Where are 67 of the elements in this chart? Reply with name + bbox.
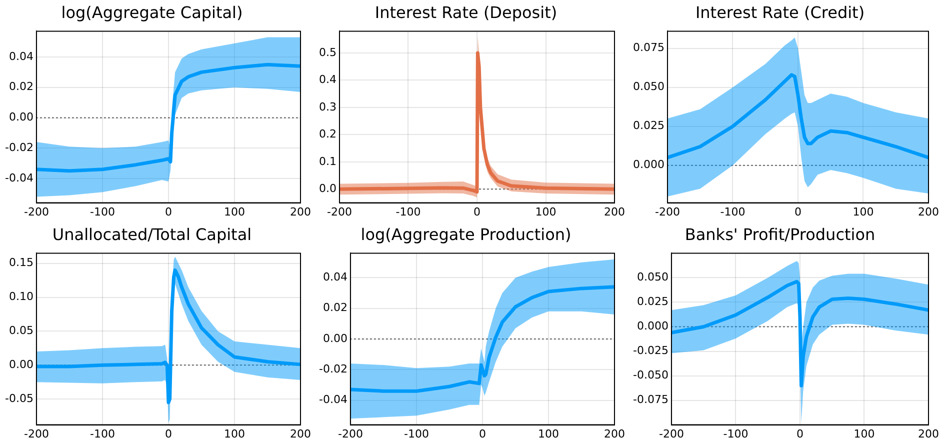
x-tick-label: 0 <box>164 427 172 440</box>
x-tick-label: 100 <box>535 205 556 218</box>
y-tick-label: 0.000 <box>632 158 664 172</box>
y-tick-label: 0.10 <box>8 290 34 304</box>
x-tick-label: 100 <box>224 427 245 440</box>
y-tick-label: 0.15 <box>8 256 34 270</box>
chart-title: log(Aggregate Production) <box>360 224 572 244</box>
x-tick-label: 100 <box>852 205 874 218</box>
y-tick-label: -0.05 <box>4 392 34 405</box>
x-tick-label: 200 <box>604 205 625 218</box>
chart-title: Banks' Profit/Production <box>684 224 876 244</box>
x-tick-label: 0 <box>796 427 804 440</box>
chart-title: Unallocated/Total Capital <box>52 224 252 244</box>
x-tick-label: -100 <box>404 427 429 440</box>
x-tick-label: 100 <box>224 205 245 218</box>
x-tick-label: -200 <box>327 205 352 218</box>
y-tick-label: 0.02 <box>8 80 34 94</box>
y-tick-label: 0.050 <box>636 270 668 284</box>
x-tick-label: -100 <box>720 205 746 218</box>
x-tick-label: 100 <box>538 427 559 440</box>
x-tick-label: 0 <box>794 205 802 218</box>
x-tick-label: -100 <box>723 427 748 440</box>
y-tick-label: -0.04 <box>4 171 34 184</box>
y-tick-label: -0.025 <box>632 344 668 358</box>
y-tick-label: 0.025 <box>632 119 664 132</box>
x-tick-label: 0 <box>478 427 486 440</box>
x-tick-label: -100 <box>396 205 421 218</box>
x-tick-label: 200 <box>918 427 939 440</box>
y-tick-label: 0.05 <box>8 324 34 338</box>
y-tick-label: 0.5 <box>318 46 336 59</box>
x-tick-label: 200 <box>290 205 311 218</box>
y-tick-label: 0.0 <box>318 182 336 196</box>
chart-title: Interest Rate (Deposit) <box>374 2 558 22</box>
y-tick-label: 0.00 <box>322 332 348 345</box>
y-tick-label: 0.025 <box>636 295 668 308</box>
y-tick-label: 0.075 <box>632 41 664 54</box>
y-tick-label: -0.04 <box>318 393 348 406</box>
y-tick-label: 0.3 <box>318 100 336 114</box>
x-tick-label: 100 <box>854 427 875 440</box>
chart-title: log(Aggregate Capital) <box>61 2 243 22</box>
y-tick-label: 0.1 <box>318 154 336 168</box>
y-tick-label: -0.050 <box>632 368 668 382</box>
x-tick-label: 200 <box>290 427 311 440</box>
y-tick-label: 0.4 <box>318 73 336 86</box>
y-tick-label: 0.00 <box>8 110 34 124</box>
chart-title: Interest Rate (Credit) <box>695 2 865 22</box>
y-tick-label: 0.04 <box>8 50 34 63</box>
y-tick-label: 0.2 <box>318 128 336 141</box>
y-tick-label: 0.000 <box>636 320 668 333</box>
y-tick-label: 0.04 <box>322 270 348 284</box>
x-tick-label: 200 <box>604 427 625 440</box>
x-tick-label: 0 <box>164 205 172 218</box>
y-tick-label: 0.050 <box>632 80 664 94</box>
x-tick-label: -200 <box>655 205 680 218</box>
x-tick-label: -200 <box>24 205 49 218</box>
y-tick-label: 0.00 <box>8 358 34 371</box>
x-tick-label: -200 <box>338 427 363 440</box>
x-tick-label: 0 <box>474 205 480 218</box>
y-tick-label: -0.02 <box>4 140 34 154</box>
y-tick-label: -0.02 <box>318 362 348 376</box>
x-tick-label: 200 <box>918 205 939 218</box>
x-tick-label: -100 <box>90 205 115 218</box>
y-tick-label: 0.02 <box>322 301 348 314</box>
x-tick-label: -200 <box>658 427 684 440</box>
x-tick-label: -100 <box>90 427 115 440</box>
x-tick-label: -200 <box>24 427 49 440</box>
y-tick-label: -0.075 <box>632 393 668 406</box>
